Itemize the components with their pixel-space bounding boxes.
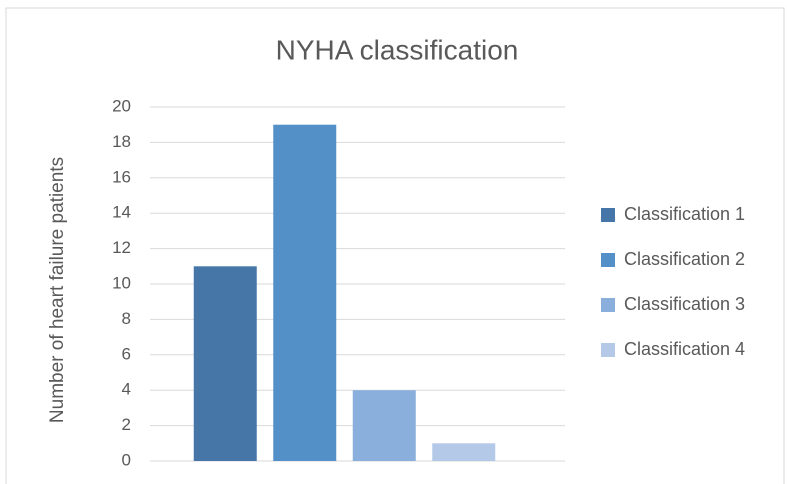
- bar: [432, 443, 496, 461]
- y-tick-label: 18: [112, 132, 131, 151]
- legend-swatch: [601, 343, 615, 357]
- legend-swatch: [601, 208, 615, 222]
- bar: [273, 124, 337, 461]
- y-tick-label: 20: [112, 96, 131, 115]
- y-tick-label: 6: [122, 344, 131, 363]
- y-tick-label: 4: [122, 380, 131, 399]
- legend-label: Classification 1: [624, 204, 745, 224]
- y-tick-label: 0: [122, 450, 131, 469]
- y-tick-label: 14: [112, 203, 131, 222]
- legend-label: Classification 3: [624, 294, 745, 314]
- bar: [352, 390, 416, 461]
- y-tick-label: 12: [112, 238, 131, 257]
- legend-swatch: [601, 253, 615, 267]
- y-tick-label: 8: [122, 309, 131, 328]
- y-axis-label: Number of heart failure patients: [47, 157, 68, 423]
- bar: [193, 266, 257, 461]
- y-tick-label: 2: [122, 415, 131, 434]
- legend-label: Classification 2: [624, 249, 745, 269]
- legend-swatch: [601, 298, 615, 312]
- y-tick-label: 16: [112, 167, 131, 186]
- y-tick-label: 10: [112, 273, 131, 292]
- chart-title: NYHA classification: [276, 34, 519, 65]
- legend-label: Classification 4: [624, 339, 745, 359]
